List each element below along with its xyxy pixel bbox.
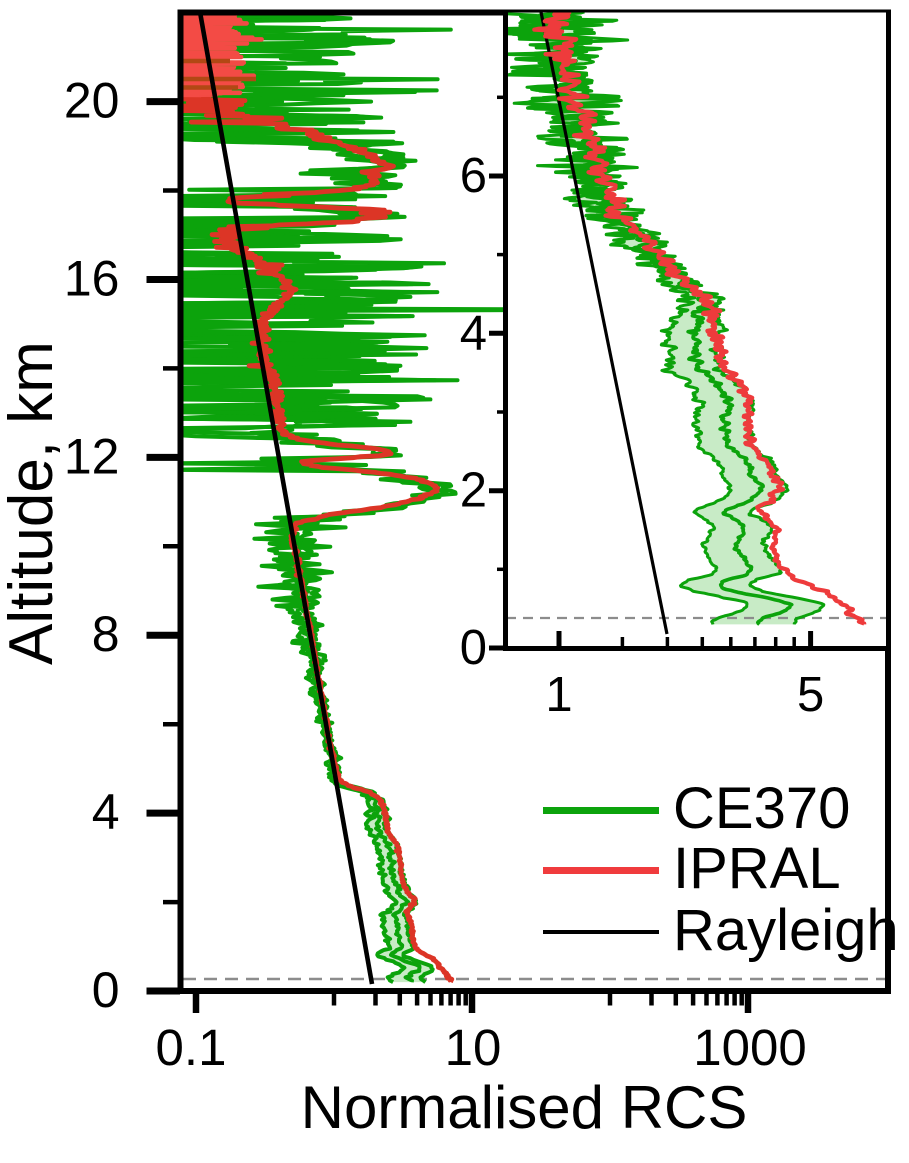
svg-text:IPRAL: IPRAL <box>673 836 841 901</box>
svg-text:Normalised RCS: Normalised RCS <box>301 1074 748 1141</box>
svg-text:4: 4 <box>460 306 487 360</box>
svg-text:4: 4 <box>92 784 120 840</box>
svg-text:5: 5 <box>797 668 824 722</box>
svg-text:12: 12 <box>64 428 120 484</box>
svg-text:0.1: 0.1 <box>156 1019 227 1076</box>
svg-text:20: 20 <box>64 73 120 129</box>
svg-text:8: 8 <box>92 606 120 662</box>
svg-text:0: 0 <box>92 962 120 1018</box>
svg-text:1000: 1000 <box>693 1019 806 1076</box>
svg-text:Altitude, km: Altitude, km <box>0 341 66 665</box>
svg-text:6: 6 <box>460 149 487 203</box>
svg-text:16: 16 <box>64 251 120 307</box>
svg-text:0: 0 <box>460 621 487 675</box>
svg-text:10: 10 <box>445 1019 502 1076</box>
svg-text:Rayleigh: Rayleigh <box>673 898 899 963</box>
svg-text:1: 1 <box>545 668 572 722</box>
svg-text:CE370: CE370 <box>673 776 850 841</box>
svg-text:2: 2 <box>460 464 487 518</box>
